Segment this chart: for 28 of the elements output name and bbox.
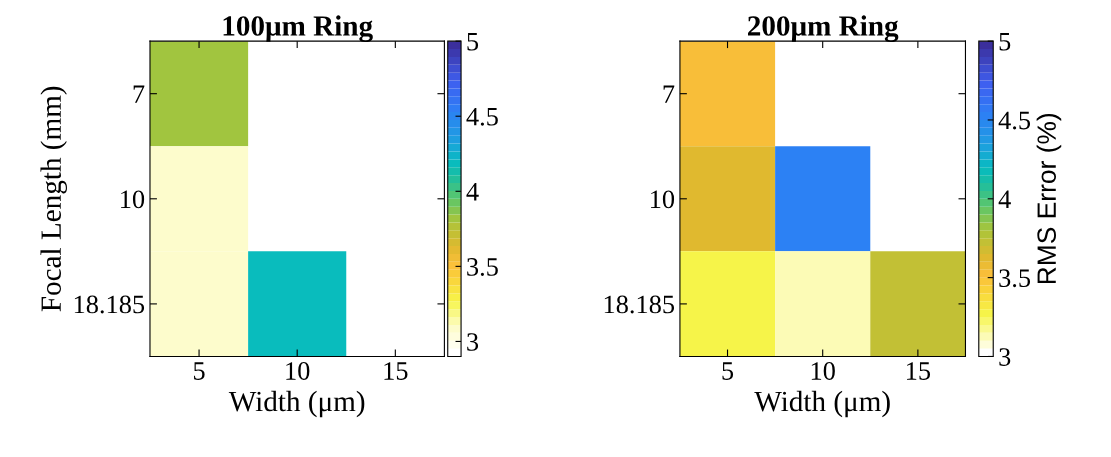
y-tick-label: 7 (133, 85, 145, 103)
y-tick-label: 10 (651, 190, 675, 209)
x-tick-label: 5 (193, 362, 205, 380)
x-tick-label: 15 (384, 362, 408, 380)
color-bar-label: 3.5 (467, 258, 498, 276)
x-tick-label: 5 (722, 362, 734, 380)
y-tick-label: 18.185 (74, 295, 145, 314)
color-bar-label: 3 (467, 333, 479, 351)
chart-title: 100μm Ring (223, 15, 373, 43)
color-bar-label: 4.5 (998, 111, 1031, 130)
color-bar-label: 4 (998, 190, 1011, 208)
color-bar-label: 4 (466, 183, 479, 201)
color-bar-label: 4.5 (466, 107, 498, 126)
color-bar-title: RMS Error (%) (1036, 113, 1062, 284)
color-bar-label: 5 (999, 33, 1011, 51)
x-axis-title: Width (μm) (754, 390, 890, 418)
x-axis-title: Width (μm) (228, 390, 365, 418)
chart-title: 200μm Ring (748, 15, 899, 43)
color-bar-label: 5 (467, 33, 479, 51)
x-tick-label: 10 (811, 362, 835, 380)
x-tick-label: 10 (286, 362, 310, 380)
color-bar-label: 3 (999, 348, 1011, 366)
y-tick-label: 10 (121, 190, 145, 209)
y-tick-label: 18.185 (604, 295, 675, 314)
color-bar-label: 3.5 (999, 269, 1031, 288)
y-tick-label: 7 (663, 85, 675, 103)
y-axis-title: Focal Length (mm) (40, 86, 67, 312)
x-tick-label: 15 (907, 362, 931, 380)
